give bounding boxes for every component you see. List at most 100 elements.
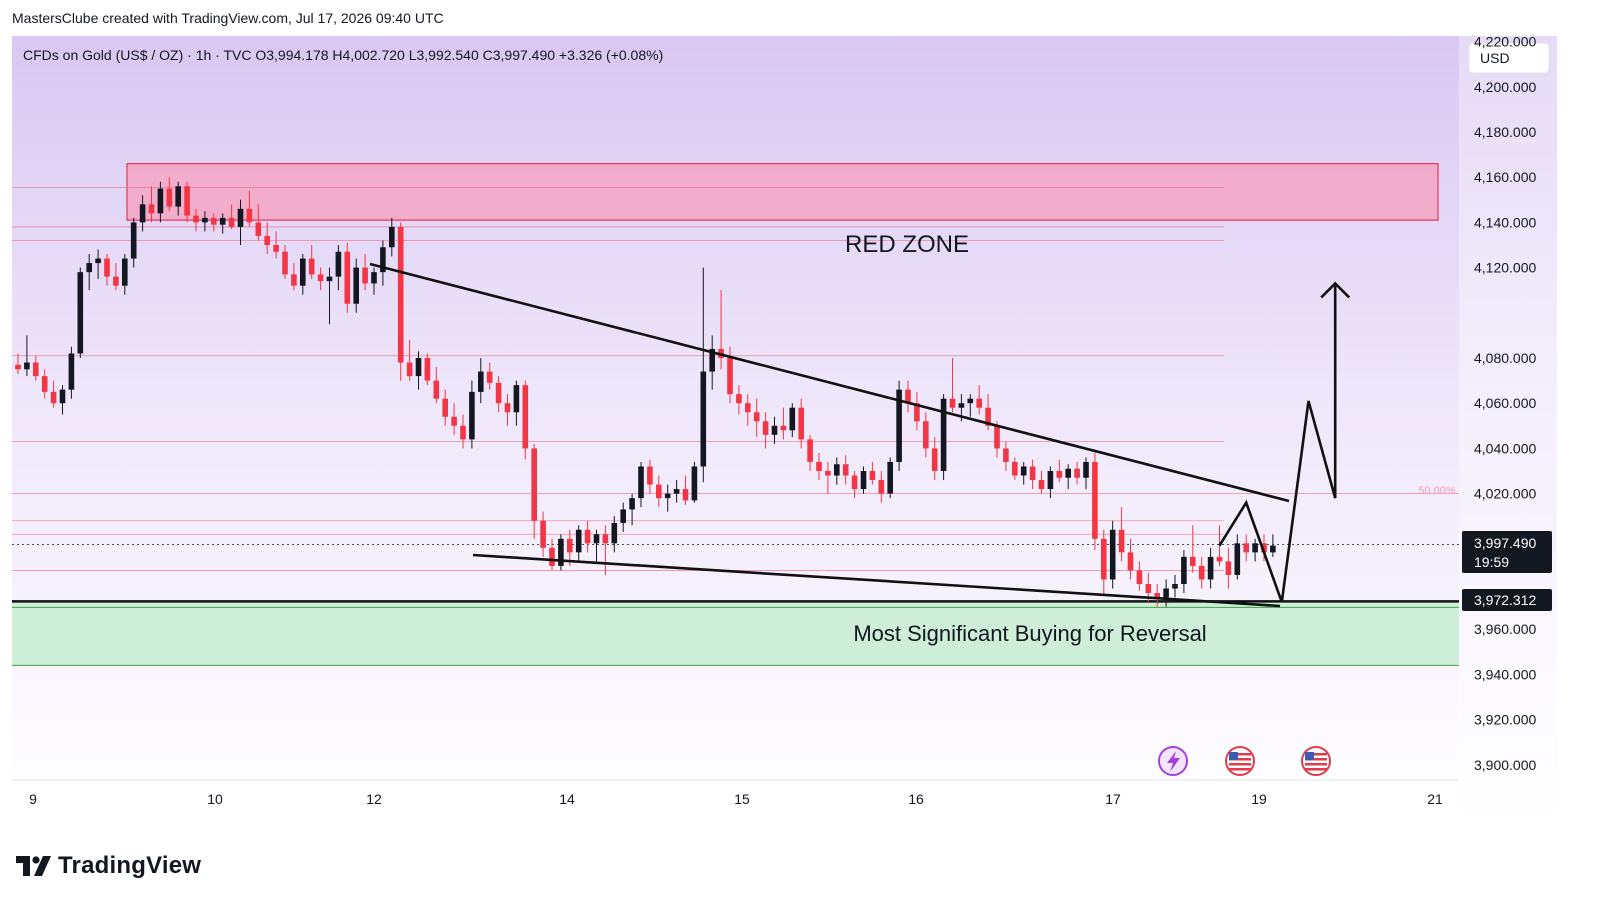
candle[interactable] [442, 398, 448, 417]
candle[interactable] [1154, 593, 1160, 598]
candle[interactable] [255, 222, 262, 236]
candle[interactable] [931, 448, 938, 471]
candle[interactable] [362, 267, 368, 284]
candle[interactable] [1074, 468, 1080, 478]
candle[interactable] [282, 251, 288, 275]
candle[interactable] [157, 188, 164, 214]
candle[interactable] [41, 376, 48, 392]
candle[interactable] [869, 470, 876, 481]
candle[interactable] [1216, 556, 1223, 562]
candle[interactable] [682, 489, 689, 501]
candle[interactable] [923, 421, 929, 449]
candle[interactable] [415, 357, 422, 377]
lightning-icon[interactable] [1158, 746, 1188, 776]
resistance-trendline[interactable] [369, 262, 1290, 503]
candle[interactable] [611, 522, 618, 544]
candle[interactable] [620, 509, 626, 523]
candle[interactable] [219, 217, 226, 225]
buy-zone[interactable] [12, 601, 1459, 666]
candle[interactable] [531, 448, 537, 521]
candle[interactable] [762, 421, 769, 435]
candle[interactable] [1190, 556, 1196, 566]
candle[interactable] [291, 274, 297, 286]
candle[interactable] [228, 217, 235, 227]
candle[interactable] [753, 412, 760, 422]
candle[interactable] [24, 362, 30, 370]
candle[interactable] [851, 475, 858, 490]
candle[interactable] [308, 258, 315, 275]
candle[interactable] [317, 274, 324, 282]
candle[interactable] [1109, 529, 1116, 580]
candle[interactable] [656, 484, 662, 499]
candle[interactable] [896, 389, 902, 462]
time-axis[interactable]: 9 10 12 14 15 16 17 19 21 [12, 779, 1459, 820]
candle[interactable] [495, 382, 502, 404]
candle[interactable] [540, 520, 546, 548]
candle[interactable] [1012, 461, 1018, 476]
candle[interactable] [905, 389, 911, 404]
projection-path[interactable] [1218, 283, 1337, 603]
candle[interactable] [700, 371, 707, 467]
candle[interactable] [949, 398, 956, 408]
candle[interactable] [1083, 461, 1089, 478]
candle[interactable] [469, 391, 475, 440]
price-chart[interactable]: RED ZONE Most Significant Buying for Rev… [12, 34, 1557, 820]
candle[interactable] [86, 263, 92, 273]
candle[interactable] [1163, 588, 1169, 598]
candle[interactable] [59, 389, 66, 404]
candle[interactable] [994, 425, 1000, 449]
candle[interactable] [1225, 561, 1232, 575]
candle[interactable] [1003, 448, 1009, 462]
candle[interactable] [1065, 468, 1071, 478]
candle[interactable] [1127, 552, 1134, 571]
candle[interactable] [1261, 543, 1267, 553]
candle[interactable] [1243, 543, 1249, 553]
candle[interactable] [914, 403, 920, 422]
candle[interactable] [1252, 543, 1258, 553]
candle[interactable] [673, 489, 680, 494]
candle[interactable] [130, 222, 137, 259]
candle[interactable] [629, 498, 635, 510]
candle[interactable] [139, 204, 146, 223]
candle[interactable] [1029, 466, 1036, 481]
candle[interactable] [664, 493, 671, 499]
candle[interactable] [184, 186, 190, 216]
candle[interactable] [816, 461, 822, 471]
candle[interactable] [967, 398, 974, 404]
candle[interactable] [1118, 529, 1125, 553]
candle[interactable] [424, 357, 431, 381]
candle[interactable] [745, 403, 751, 413]
candle[interactable] [50, 391, 57, 404]
candle[interactable] [371, 272, 377, 284]
us-flag-icon[interactable] [1225, 746, 1255, 776]
candle[interactable] [860, 470, 867, 490]
candle[interactable] [798, 407, 804, 440]
candle[interactable] [211, 217, 217, 225]
candle[interactable] [1038, 480, 1045, 490]
candle[interactable] [15, 364, 21, 370]
candle[interactable] [451, 416, 457, 426]
candle[interactable] [380, 247, 386, 273]
candle[interactable] [1234, 543, 1241, 575]
candle[interactable] [602, 534, 609, 544]
candle[interactable] [771, 425, 778, 435]
candle[interactable] [1172, 583, 1178, 589]
candle[interactable] [1270, 545, 1276, 553]
candle[interactable] [397, 226, 404, 363]
candle[interactable] [264, 235, 270, 245]
candle[interactable] [1198, 565, 1205, 580]
candle[interactable] [691, 466, 698, 501]
candle[interactable] [68, 353, 75, 390]
candle[interactable] [104, 258, 110, 277]
candle[interactable] [166, 188, 173, 207]
candle[interactable] [1020, 466, 1027, 476]
candle[interactable] [549, 547, 555, 566]
candle[interactable] [193, 215, 199, 223]
candle[interactable] [273, 244, 279, 252]
candle[interactable] [807, 439, 813, 462]
candle[interactable] [727, 357, 733, 395]
candle[interactable] [148, 204, 155, 214]
candle[interactable] [113, 276, 119, 286]
candle[interactable] [1181, 556, 1187, 584]
candle[interactable] [433, 380, 440, 399]
